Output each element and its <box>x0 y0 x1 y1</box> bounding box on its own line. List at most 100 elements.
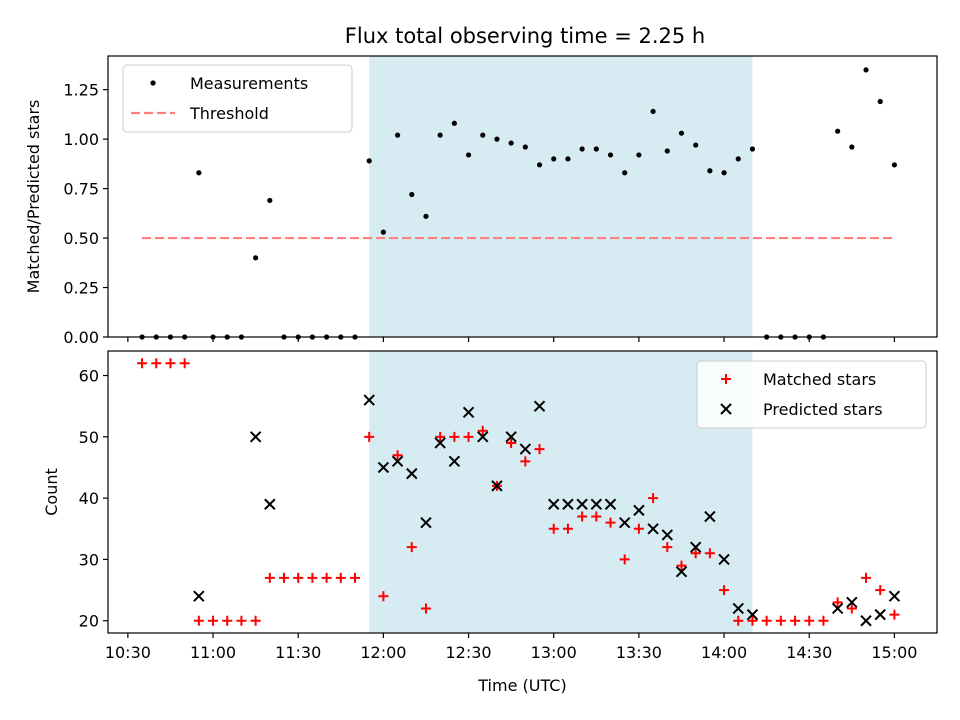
matched-star-point <box>236 615 247 626</box>
predicted-star-point <box>548 498 560 510</box>
legend-threshold-label: Threshold <box>189 104 269 123</box>
matched-star-point <box>747 615 758 626</box>
predicted-star-point <box>406 467 418 480</box>
x-tick-label: 12:00 <box>360 643 406 662</box>
legend-measurements-marker <box>150 80 156 86</box>
x-tick-label: 12:30 <box>446 643 492 662</box>
observing-interval-shade <box>369 56 753 337</box>
matched-star-point <box>435 431 446 442</box>
matched-star-point <box>648 493 659 504</box>
measurement-point <box>480 132 486 138</box>
y-tick-label: 50 <box>79 428 99 447</box>
predicted-star-point <box>604 498 617 510</box>
matched-star-point <box>420 603 431 614</box>
matched-star-point <box>293 572 304 583</box>
x-tick-label: 13:30 <box>616 643 662 662</box>
measurement-point <box>465 152 472 158</box>
predicted-star-point <box>193 590 205 602</box>
matched-star-point <box>619 554 630 565</box>
x-tick-label: 11:00 <box>190 643 236 662</box>
y-axis-label: Count <box>42 468 61 516</box>
matched-star-point <box>449 431 460 442</box>
predicted-star-point <box>689 541 702 553</box>
predicted-star-point <box>661 529 673 541</box>
predicted-star-point <box>590 498 603 510</box>
matched-star-point <box>349 572 360 583</box>
predicted-star-point <box>732 602 744 615</box>
matched-star-point <box>222 615 233 626</box>
matched-star-point <box>633 523 644 534</box>
measurement-point <box>749 146 756 152</box>
matched-star-point <box>264 572 275 583</box>
measurement-point <box>721 170 727 176</box>
x-tick-label: 10:30 <box>105 643 151 662</box>
measurement-point <box>366 158 372 164</box>
y-tick-label: 30 <box>79 550 99 569</box>
matched-star-point <box>534 444 545 455</box>
legend-box <box>696 360 927 429</box>
matched-star-point <box>463 431 474 442</box>
predicted-star-point <box>420 516 432 529</box>
legend-predicted-label: Predicted stars <box>763 400 883 419</box>
y-tick-label: 1.25 <box>63 81 99 100</box>
measurement-point <box>664 148 670 154</box>
predicted-star-point <box>377 461 390 474</box>
matched-star-point <box>279 572 290 583</box>
matched-star-point <box>335 572 346 583</box>
predicted-star-point <box>618 516 631 529</box>
matched-star-point <box>775 615 786 626</box>
matched-star-point <box>137 358 148 369</box>
x-tick-label: 15:00 <box>871 643 917 662</box>
y-tick-label: 40 <box>79 489 99 508</box>
bottom-panel: 20 30 40 50 60 10:30 11:00 11:30 12:00 12:30 13:00… <box>42 350 938 695</box>
predicted-star-point <box>746 608 759 621</box>
matched-star-point <box>591 511 602 522</box>
measurement-point <box>622 170 628 176</box>
predicted-star-point <box>249 431 262 443</box>
measurement-point <box>536 162 543 168</box>
y-axis-label: Matched/Predicted stars <box>24 100 43 294</box>
predicted-star-point <box>363 394 375 406</box>
measurement-point <box>451 120 457 126</box>
matched-star-point <box>846 603 857 614</box>
matched-star-point <box>832 597 843 608</box>
predicted-star-point <box>505 431 517 443</box>
matched-star-point <box>321 572 332 583</box>
predicted-star-point <box>264 498 276 510</box>
predicted-star-point <box>718 553 730 566</box>
predicted-star-point <box>675 565 688 578</box>
predicted-star-point <box>576 498 588 510</box>
legend-matched-label: Matched stars <box>763 370 876 389</box>
measurement-point <box>636 152 642 158</box>
measurement-point <box>437 132 443 138</box>
predicted-star-point <box>448 455 461 468</box>
axes-frame <box>107 350 938 634</box>
predicted-star-point <box>519 443 532 455</box>
matched-star-point <box>250 615 261 626</box>
measurement-point <box>607 152 614 158</box>
measurement-point <box>835 128 841 134</box>
legend: Matched stars Predicted stars <box>696 360 927 429</box>
matched-star-point <box>193 615 204 626</box>
matched-star-point <box>477 425 488 436</box>
matched-star-point <box>889 609 900 620</box>
predicted-star-point <box>633 504 645 517</box>
predicted-star-point <box>860 615 872 627</box>
predicted-star-point <box>874 608 886 621</box>
measurement-point <box>380 229 386 235</box>
matched-star-point <box>790 615 801 626</box>
matched-star-point <box>733 615 744 626</box>
matched-star-point <box>662 542 673 553</box>
x-tick-label: 11:30 <box>275 643 321 662</box>
measurement-point <box>423 213 429 219</box>
matched-star-point <box>804 615 815 626</box>
measurement-point <box>522 144 528 150</box>
measurement-point <box>196 170 202 176</box>
predicted-star-point <box>477 431 489 443</box>
legend-measurements-label: Measurements <box>190 74 308 93</box>
matched-star-point <box>392 450 403 461</box>
matched-star-point <box>520 456 531 467</box>
x-tick-label: 14:30 <box>786 643 832 662</box>
predicted-star-point <box>562 498 574 510</box>
